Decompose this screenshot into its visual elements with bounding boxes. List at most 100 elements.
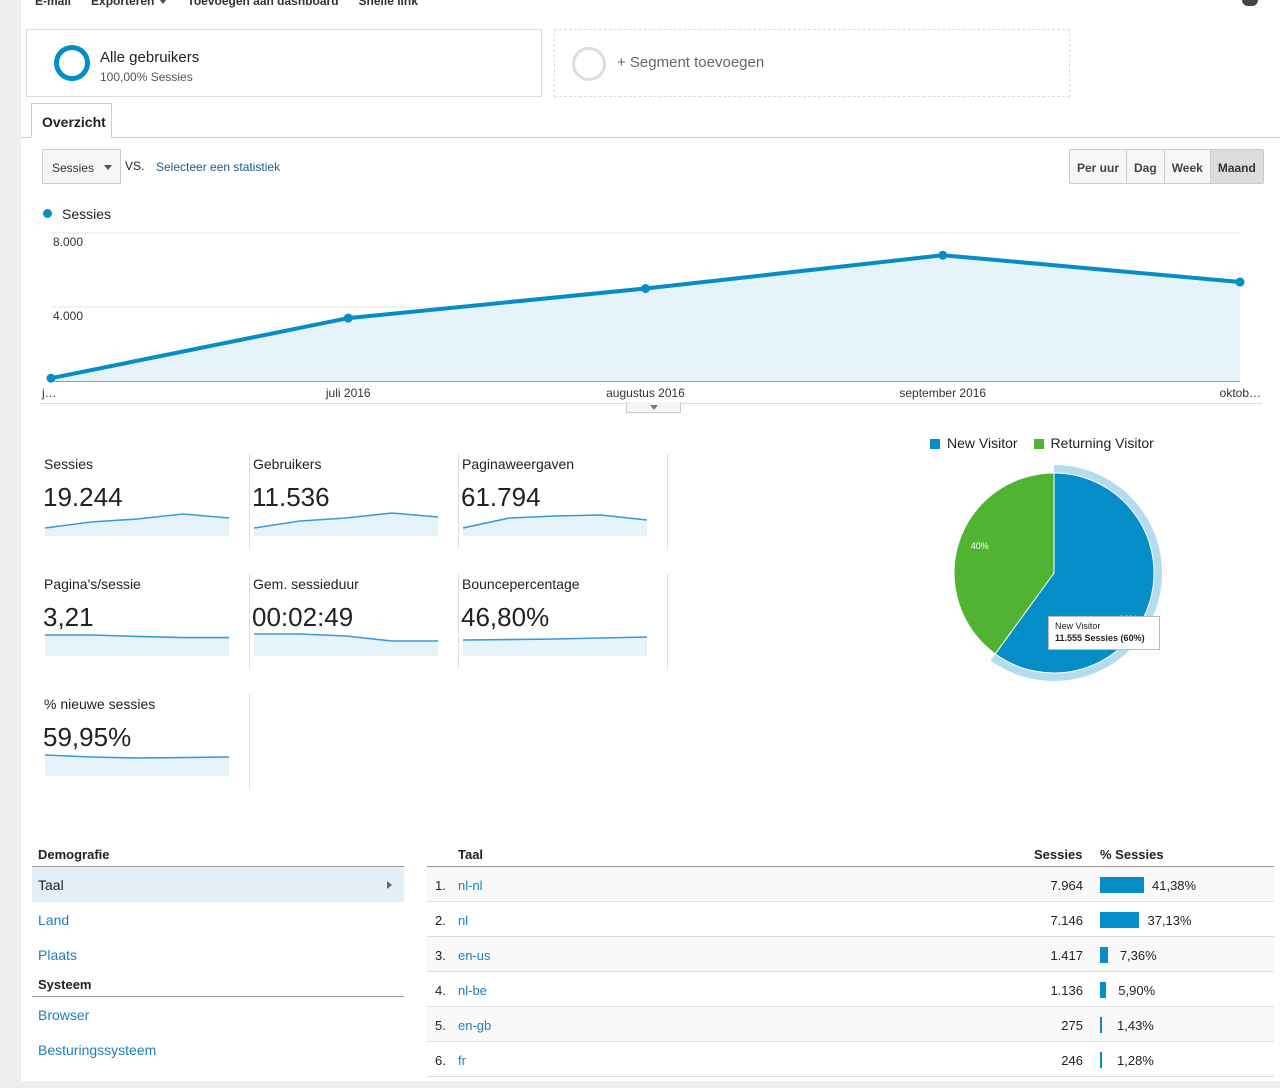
tab-overzicht[interactable]: Overzicht [31, 103, 112, 138]
row-rank: 1. [435, 878, 446, 893]
period-dag-button[interactable]: Dag [1127, 150, 1165, 183]
demo-section-heading: Systeem [38, 977, 92, 992]
data-point[interactable] [938, 250, 948, 260]
col-header-taal[interactable]: Taal [458, 847, 484, 862]
tooltip-title: New Visitor [1055, 621, 1101, 631]
data-point[interactable] [641, 284, 650, 293]
demo-section-heading: Demografie [38, 847, 110, 862]
demo-item-land[interactable]: Land [32, 902, 404, 937]
select-metric-link[interactable]: Selecteer een statistiek [156, 160, 281, 174]
legend-swatch-icon [930, 439, 940, 449]
row-sessions: 275 [1061, 1018, 1083, 1033]
demo-item-label: Taal [38, 877, 64, 893]
comment-icon[interactable] [1242, 0, 1258, 6]
data-point[interactable] [343, 313, 353, 323]
pie-legend-item[interactable]: Returning Visitor [1033, 435, 1154, 451]
sparkline-line [254, 633, 438, 642]
sparkline-line [463, 514, 648, 529]
row-language-link[interactable]: en-gb [458, 1018, 492, 1033]
sparkline [45, 634, 229, 656]
row-language-link[interactable]: nl [458, 913, 469, 928]
toolbar-toevoegen-aan-dashboard[interactable]: Toevoegen aan dashboard [187, 0, 338, 10]
pie-legend-item[interactable]: New Visitor [930, 435, 1018, 451]
col-header-pct-sessies[interactable]: % Sessies [1100, 847, 1164, 862]
demo-item-taal[interactable]: Taal [32, 867, 404, 902]
sparkline-area [45, 635, 229, 656]
sparkline [254, 512, 439, 536]
scorecard-label: Sessies [44, 456, 94, 472]
sparkline [463, 514, 648, 536]
demo-section-rule [32, 996, 404, 997]
sparkline-area [463, 637, 647, 656]
period-maand-button[interactable]: Maand [1210, 150, 1263, 183]
demo-item-browser[interactable]: Browser [32, 997, 404, 1032]
row-percentage-bar [1100, 947, 1108, 963]
line-chart-legend: Sessies [43, 206, 111, 222]
toolbar-snelle-link[interactable]: Snelle link [359, 0, 418, 10]
row-rank: 5. [435, 1018, 446, 1033]
period-per-uur-button[interactable]: Per uur [1070, 150, 1128, 183]
sessions-line-chart: 8.000 4.000 j… juli 2016 augustus 2016 septem… [41, 232, 1261, 400]
row-language-link[interactable]: fr [458, 1053, 466, 1068]
scorecard-label: Gem. sessieduur [253, 576, 359, 592]
scorecard-value: 59,95% [43, 722, 132, 752]
sparkline-line [45, 754, 230, 759]
row-percentage-bar [1100, 1017, 1102, 1033]
vs-label: VS. [125, 159, 145, 173]
table-row: 5. en-gb 275 1,43% [427, 1007, 1274, 1042]
row-percentage-bar [1100, 982, 1107, 998]
row-percentage: 41,38% [1152, 878, 1197, 893]
row-percentage: 37,13% [1147, 913, 1192, 928]
sparkline-line [45, 634, 229, 639]
x-tick-label: juli 2016 [325, 386, 371, 400]
chart-collapse-handle[interactable] [626, 402, 681, 413]
demo-item-plaats[interactable]: Plaats [32, 937, 404, 972]
legend-dot-icon [43, 209, 52, 218]
area-fill [51, 255, 1240, 381]
table-row: 4. nl-be 1.136 5,90% [427, 972, 1274, 1007]
pie-slice-label: 40% [971, 541, 989, 551]
report-toolbar: E-mail Exporteren Toevoegen aan dashboard S… [35, 0, 418, 10]
period-selector: Per uur Dag Week Maand [1069, 149, 1264, 184]
row-language-link[interactable]: nl-be [458, 983, 487, 998]
x-tick-label: september 2016 [899, 386, 986, 400]
toolbar-e-mail[interactable]: E-mail [35, 0, 71, 10]
pie-tooltip: New Visitor 11.555 Sessies (60%) [1048, 616, 1160, 650]
pie-slice-returning-visitor[interactable] [953, 472, 1055, 655]
pie-legend-label: New Visitor [947, 435, 1018, 451]
x-tick-label: j… [41, 386, 57, 400]
period-week-button[interactable]: Week [1164, 150, 1211, 183]
sparkline [254, 633, 438, 656]
scorecard-value: 46,80% [461, 602, 550, 632]
segment-ring-icon [54, 45, 90, 81]
metric-select[interactable]: Sessies [42, 149, 121, 184]
table-row: 2. nl 7.146 37,13% [427, 902, 1274, 937]
demo-item-besturingssysteem[interactable]: Besturingssysteem [32, 1032, 404, 1067]
demo-section-rule [32, 866, 404, 867]
scorecard-label: Paginaweergaven [462, 456, 575, 472]
demo-item-label: Land [38, 912, 70, 928]
legend-series-name: Sessies [62, 206, 112, 222]
sparkline-area [463, 515, 647, 536]
row-percentage-bar [1100, 912, 1140, 928]
data-point[interactable] [46, 373, 56, 383]
y-tick-label: 4.000 [53, 309, 83, 323]
row-sessions: 7.964 [1050, 878, 1083, 893]
sparkline-line [463, 636, 648, 641]
demo-item-label: Plaats [38, 947, 77, 963]
scorecard-value: 3,21 [43, 602, 94, 632]
row-language-link[interactable]: en-us [458, 948, 491, 963]
row-percentage: 7,36% [1119, 948, 1157, 963]
table-row: 3. en-us 1.417 7,36% [427, 937, 1274, 972]
add-segment-box[interactable]: + Segment toevoegen [554, 29, 1070, 97]
data-point[interactable] [1235, 277, 1245, 287]
sparkline-line [45, 513, 230, 529]
segment-all-users[interactable]: Alle gebruikers 100,00% Sessies [26, 29, 542, 97]
toolbar-exporteren[interactable]: Exporteren [91, 0, 168, 10]
scorecard-0: Sessies 19.244 [41, 454, 250, 549]
table-row: 6. fr 246 1,28% [427, 1042, 1274, 1077]
row-language-link[interactable]: nl-nl [458, 878, 483, 893]
pie-legend-label: Returning Visitor [1050, 435, 1154, 451]
x-tick-label: oktob… [1220, 386, 1261, 400]
col-header-sessies[interactable]: Sessies [1034, 847, 1083, 862]
